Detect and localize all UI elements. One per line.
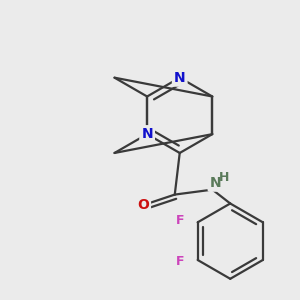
Text: F: F — [176, 214, 184, 227]
Text: H: H — [219, 171, 230, 184]
Text: F: F — [176, 256, 184, 268]
Text: N: N — [210, 176, 221, 190]
Text: N: N — [141, 127, 153, 141]
Text: N: N — [174, 71, 185, 85]
Text: O: O — [137, 199, 149, 212]
